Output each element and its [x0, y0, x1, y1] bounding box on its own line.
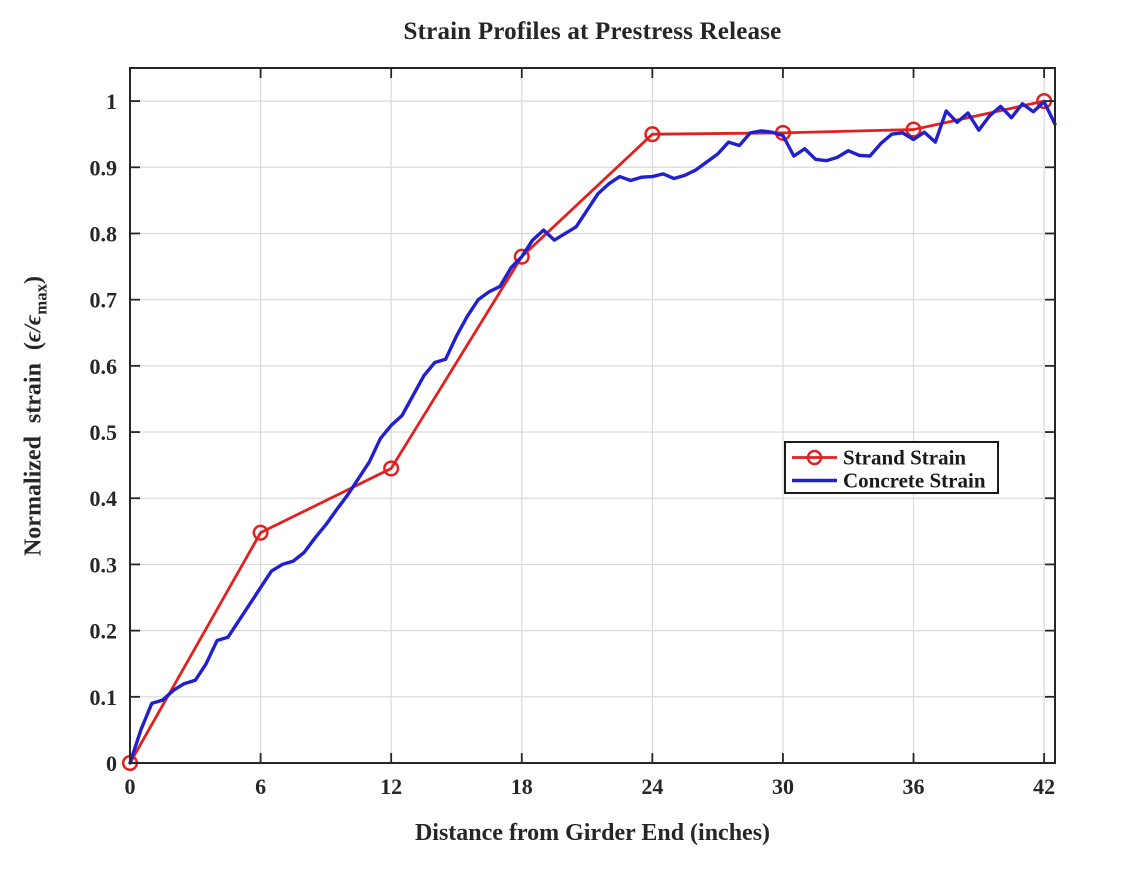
- y-tick-label: 0.8: [90, 221, 118, 246]
- y-axis-label-text: Normalized strain (: [20, 342, 47, 557]
- y-tick-label: 0.2: [90, 619, 118, 644]
- x-axis-label: Distance from Girder End (inches): [414, 820, 771, 846]
- x-tick-label: 24: [641, 774, 663, 799]
- x-tick-label: 30: [772, 774, 794, 799]
- y-axis-label: Normalized strain (ϵ/ϵmax): [21, 276, 52, 556]
- series-line: [128, 99, 1046, 765]
- y-tick-label: 0.5: [90, 420, 118, 445]
- x-tick-label: 6: [255, 774, 266, 799]
- y-tick-label: 0: [106, 751, 117, 776]
- data-point-marker: [383, 460, 400, 477]
- y-tick-label: 0.4: [90, 486, 118, 511]
- y-tick-label: 0.7: [90, 288, 118, 313]
- y-tick-label: 0.6: [90, 354, 118, 379]
- x-tick-label: 42: [1033, 774, 1055, 799]
- epsilon-symbol: ϵ/ϵ: [20, 314, 47, 343]
- x-tick-label: 0: [125, 774, 136, 799]
- x-tick-label: 12: [380, 774, 402, 799]
- x-tick-label: 36: [903, 774, 925, 799]
- x-tick-label: 18: [511, 774, 533, 799]
- y-axis-label-close: ): [20, 275, 47, 284]
- data-point-marker: [905, 121, 922, 138]
- data-point-marker: [513, 248, 530, 265]
- legend-box: [784, 441, 999, 494]
- legend-sample-marker: [806, 449, 823, 466]
- data-point-marker: [252, 524, 269, 541]
- y-tick-label: 0.3: [90, 552, 118, 577]
- legend-label: Strand Strain: [843, 446, 966, 470]
- y-tick-label: 0.9: [90, 155, 118, 180]
- y-tick-label: 0.1: [90, 685, 118, 710]
- series-line: [128, 100, 1057, 765]
- data-point-marker: [644, 126, 661, 143]
- legend-label: Concrete Strain: [843, 469, 986, 493]
- axes-box: [129, 67, 1056, 764]
- chart-title: Strain Profiles at Prestress Release: [403, 18, 782, 45]
- y-axis-label-subscript: max: [31, 283, 51, 315]
- y-tick-label: 1: [106, 89, 117, 114]
